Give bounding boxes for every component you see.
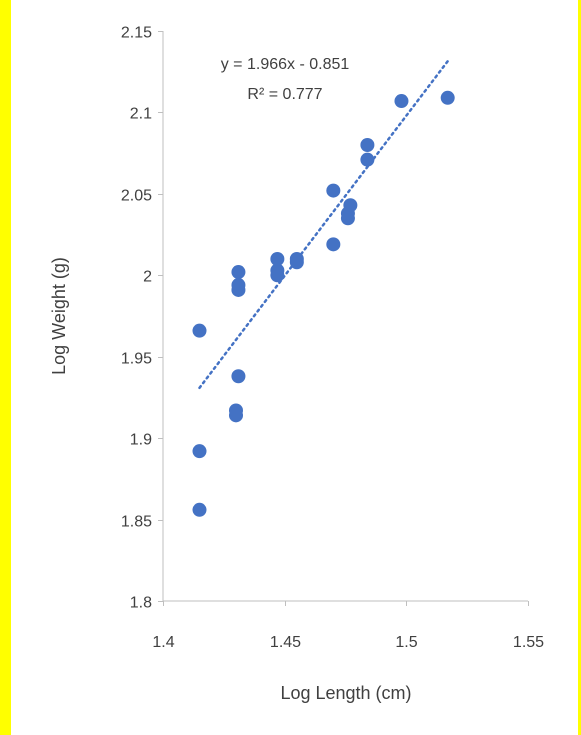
data-point <box>192 323 207 338</box>
y-axis-title: Log Weight (g) <box>49 257 69 375</box>
data-point <box>192 444 207 459</box>
y-tick-label: 1.8 <box>130 595 152 612</box>
data-point <box>289 252 304 266</box>
y-tick-label: 2.05 <box>121 188 152 205</box>
data-point <box>231 278 246 293</box>
y-tick-label: 1.85 <box>121 514 152 531</box>
data-point <box>440 90 455 105</box>
data-points-layer <box>192 90 455 517</box>
trendline-r-squared: R² = 0.777 <box>247 86 322 103</box>
data-point <box>360 138 375 152</box>
data-point <box>229 403 243 418</box>
data-point <box>192 502 207 517</box>
right-highlight-border <box>578 0 581 735</box>
data-point <box>394 94 409 109</box>
trendline-equation: y = 1.966x - 0.851 <box>221 56 350 73</box>
x-axis-title: Log Length (cm) <box>280 683 411 703</box>
axes-layer: 1.8 1.85 1.9 1.95 2 2.05 2.1 2.15 1.4 1.45 1.5 1.55 <box>121 25 544 652</box>
data-point <box>270 263 285 278</box>
data-point <box>231 369 246 384</box>
data-point <box>270 252 285 266</box>
data-point <box>326 183 341 198</box>
x-tick-label: 1.5 <box>395 634 417 651</box>
data-point <box>360 152 375 167</box>
y-tick-label: 2 <box>143 269 152 286</box>
data-point <box>326 237 341 252</box>
scatter-chart: 1.8 1.85 1.9 1.95 2 2.05 2.1 2.15 1.4 1.45 1.5 1.55… <box>49 25 544 704</box>
y-tick-label: 1.9 <box>130 432 152 449</box>
x-tick-label: 1.4 <box>152 634 174 651</box>
left-highlight-border <box>0 0 11 735</box>
y-tick-label: 1.95 <box>121 351 152 368</box>
y-tick-label: 2.15 <box>121 25 152 42</box>
chart-area: 1.8 1.85 1.9 1.95 2 2.05 2.1 2.15 1.4 1.45 1.5 1.55… <box>11 0 578 735</box>
x-tick-label: 1.45 <box>270 634 301 651</box>
y-tick-label: 2.1 <box>130 106 152 123</box>
data-point <box>231 265 246 280</box>
trendline <box>198 60 449 390</box>
data-point <box>343 198 358 213</box>
x-tick-label: 1.55 <box>513 634 544 651</box>
trendline-layer <box>198 60 449 390</box>
